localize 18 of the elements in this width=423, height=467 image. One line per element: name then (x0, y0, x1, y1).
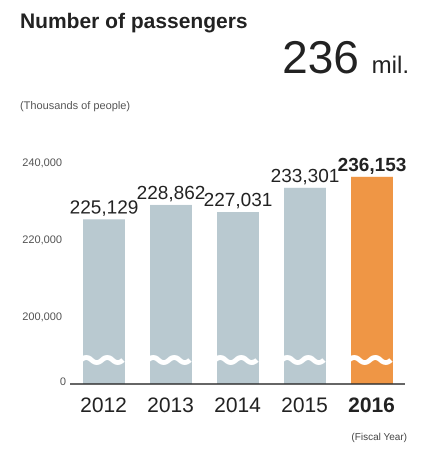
data-label: 225,129 (70, 197, 138, 218)
chart-title: Number of passengers (20, 10, 248, 34)
data-label: 236,153 (338, 154, 406, 176)
x-tick-label: 2015 (281, 394, 328, 417)
data-label: 227,031 (204, 190, 272, 211)
x-tick-label: 2012 (80, 394, 127, 417)
text: 0 (58, 376, 66, 388)
x-tick-label: 2014 (214, 394, 262, 417)
data-label: 228,862 (136, 182, 206, 204)
y-tick-label: 240,000 (22, 156, 62, 169)
x-axis-title: (Fiscal Year) (351, 432, 407, 443)
x-tick-label: 2016 (348, 394, 395, 417)
data-label: 233,301 (270, 166, 340, 187)
x-tick-label: 2013 (147, 394, 194, 417)
y-tick-label: 220,000 (22, 234, 62, 246)
y-tick-label: 200,000 (22, 311, 62, 324)
y-axis-title: (Thousands of people) (20, 100, 130, 112)
chart-subtitle: 236 mil. (282, 31, 409, 83)
